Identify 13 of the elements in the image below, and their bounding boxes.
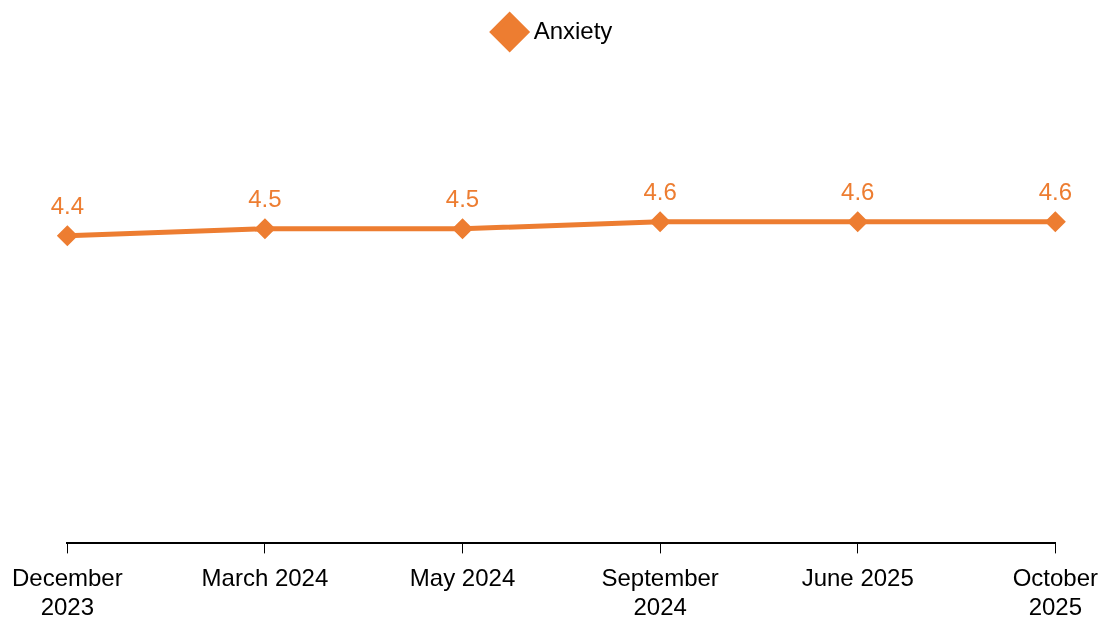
- data-label: 4.4: [50, 192, 85, 220]
- legend-label: Anxiety: [533, 16, 613, 44]
- data-label: 4.6: [1038, 178, 1072, 206]
- data-label: 4.5: [445, 185, 480, 213]
- data-label: 4.5: [248, 185, 282, 213]
- x-tick-label: June 2025: [801, 564, 914, 592]
- data-label: 4.6: [841, 178, 875, 206]
- x-tick-label: September 2024: [601, 564, 719, 621]
- x-tick-label: March 2024: [201, 564, 329, 592]
- x-tick-label: December 2023: [11, 564, 123, 621]
- data-label: 4.6: [643, 178, 677, 206]
- x-tick-label: May 2024: [409, 564, 516, 592]
- x-tick-label: October 2025: [1012, 564, 1099, 621]
